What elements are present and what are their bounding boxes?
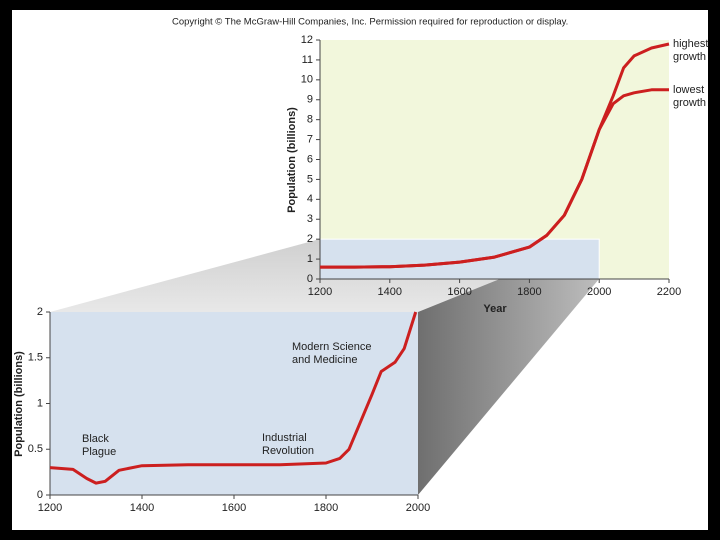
line [320, 88, 669, 269]
x-tick-label: 2000 [587, 286, 611, 298]
line [49, 311, 418, 485]
x-tick-label: 2000 [406, 502, 430, 514]
annotation: Modern Science and Medicine [292, 341, 372, 366]
y-tick-label: 3 [307, 213, 313, 225]
series-label: lowest growth [673, 84, 707, 109]
zoom-inset [319, 238, 600, 280]
x-tick-label: 1800 [314, 502, 338, 514]
y-tick-label: 6 [307, 153, 313, 165]
y-tick-label: 9 [307, 94, 313, 106]
y-tick-label: 2 [37, 306, 43, 318]
plot-bg [50, 312, 418, 495]
y-tick-label: 4 [307, 193, 313, 205]
x-tick-label: 1200 [308, 286, 332, 298]
x-axis-label: Year [483, 303, 507, 315]
y-tick-label: 10 [301, 74, 313, 86]
annotation: Industrial Revolution [262, 432, 314, 457]
y-tick-label: 2 [307, 233, 313, 245]
y-tick-label: 5 [307, 173, 313, 185]
zoom-side [418, 239, 599, 495]
y-tick-label: 1.5 [28, 352, 43, 364]
copyright: Copyright © The McGraw-Hill Companies, I… [172, 17, 568, 28]
y-tick-label: 1 [37, 397, 43, 409]
y-tick-label: 11 [302, 54, 313, 66]
y-tick-label: 12 [301, 34, 313, 46]
x-tick-label: 1600 [447, 286, 471, 298]
x-tick-label: 1400 [378, 286, 402, 298]
y-tick-label: 0 [307, 273, 313, 285]
x-tick-label: 1400 [130, 502, 154, 514]
x-tick-label: 1800 [517, 286, 541, 298]
y-tick-label: 1 [307, 253, 313, 265]
x-tick-label: 1200 [38, 502, 62, 514]
y-axis-label: Population (billions) [13, 351, 25, 457]
y-axis-label: Population (billions) [286, 107, 298, 213]
y-tick-label: 7 [307, 133, 313, 145]
annotation: Black Plague [82, 433, 117, 458]
y-tick-label: 8 [307, 114, 313, 126]
x-tick-label: 2200 [657, 286, 681, 298]
y-tick-label: 0 [37, 489, 43, 501]
y-tick-label: 0.5 [28, 443, 43, 455]
x-tick-label: 1600 [222, 502, 246, 514]
series-label: highest growth [673, 38, 709, 63]
